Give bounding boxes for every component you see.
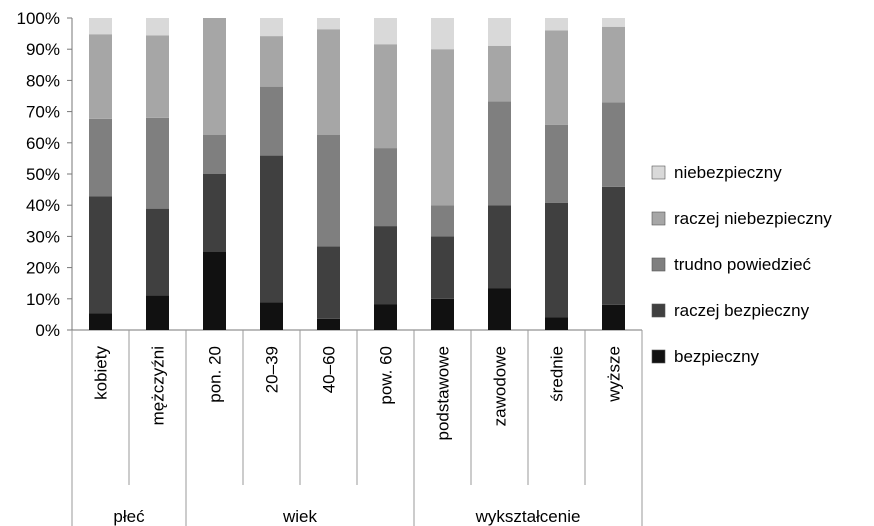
bar-segment: [431, 298, 454, 330]
bar-segment: [260, 155, 283, 303]
bar-segment: [317, 18, 340, 30]
x-category-label: 40–60: [320, 346, 339, 393]
x-category-label: kobiety: [92, 346, 111, 400]
y-tick-label: 40%: [26, 196, 60, 215]
bar-segment: [89, 34, 112, 119]
bar-segment: [374, 18, 397, 45]
bar-segment: [545, 202, 568, 318]
y-tick-label: 20%: [26, 259, 60, 278]
x-category-label: mężczyźni: [149, 346, 168, 425]
bar-segment: [602, 186, 625, 305]
legend-label: bezpieczny: [674, 347, 760, 366]
legend-label: raczej niebezpieczny: [674, 209, 832, 228]
legend-swatch: [651, 257, 666, 272]
bar-segment: [602, 18, 625, 27]
bar-segment: [89, 118, 112, 197]
bar-segment: [146, 35, 169, 118]
bar-segment: [146, 208, 169, 296]
bar-segment: [317, 29, 340, 136]
bar-segment: [602, 26, 625, 103]
y-tick-label: 80%: [26, 71, 60, 90]
bar-segment: [488, 45, 511, 102]
bar-segment: [146, 295, 169, 330]
y-tick-label: 50%: [26, 165, 60, 184]
bar-segment: [545, 317, 568, 330]
x-group-label: wykształcenie: [475, 507, 581, 526]
bar-segment: [431, 49, 454, 206]
legend-swatch: [651, 349, 666, 364]
x-category-label: zawodowe: [491, 346, 510, 426]
legend-swatch: [651, 165, 666, 180]
x-category-label: pow. 60: [377, 346, 396, 405]
bar-segment: [431, 236, 454, 299]
bar-segment: [260, 86, 283, 156]
legend-label: trudno powiedzieć: [674, 255, 812, 274]
bar-segment: [374, 44, 397, 149]
bar-segment: [89, 18, 112, 35]
bar-segment: [317, 135, 340, 247]
bar-segment: [488, 288, 511, 330]
bar-segment: [374, 304, 397, 330]
bar-segment: [317, 246, 340, 319]
y-tick-label: 100%: [17, 9, 60, 28]
bar-segment: [431, 205, 454, 237]
x-group-label: płeć: [113, 507, 145, 526]
x-category-label: podstawowe: [434, 346, 453, 441]
bar-segment: [203, 174, 226, 252]
x-category-label: 20–39: [263, 346, 282, 393]
bar-segment: [317, 318, 340, 330]
bar-segment: [260, 302, 283, 330]
bar-segment: [146, 117, 169, 209]
bar-segment: [545, 124, 568, 203]
x-group-label: wiek: [282, 507, 318, 526]
y-tick-label: 90%: [26, 40, 60, 59]
bar-segment: [89, 196, 112, 314]
y-tick-label: 10%: [26, 290, 60, 309]
bar-segment: [545, 30, 568, 125]
bar-segment: [203, 135, 226, 174]
x-category-label: pon. 20: [206, 346, 225, 403]
bar-segment: [260, 36, 283, 87]
bar-segment: [374, 226, 397, 305]
bar-segment: [374, 148, 397, 227]
bar-segment: [602, 102, 625, 187]
y-tick-label: 60%: [26, 134, 60, 153]
legend-swatch: [651, 211, 666, 226]
bar-segment: [488, 18, 511, 46]
y-tick-label: 0%: [35, 321, 60, 340]
legend-swatch: [651, 303, 666, 318]
bar-segment: [260, 18, 283, 37]
bar-segment: [602, 304, 625, 330]
x-category-label: średnie: [548, 346, 567, 402]
y-tick-label: 70%: [26, 103, 60, 122]
y-tick-label: 30%: [26, 227, 60, 246]
bar-segment: [545, 18, 568, 31]
bar-segment: [431, 18, 454, 50]
bar-segment: [89, 313, 112, 330]
bar-segment: [146, 18, 169, 36]
bar-segment: [203, 18, 226, 135]
bar-segment: [488, 205, 511, 289]
x-category-label: wyższe: [605, 346, 624, 403]
legend-label: raczej bezpieczny: [674, 301, 810, 320]
legend-label: niebezpieczny: [674, 163, 782, 182]
bar-segment: [203, 252, 226, 330]
bar-segment: [488, 101, 511, 206]
